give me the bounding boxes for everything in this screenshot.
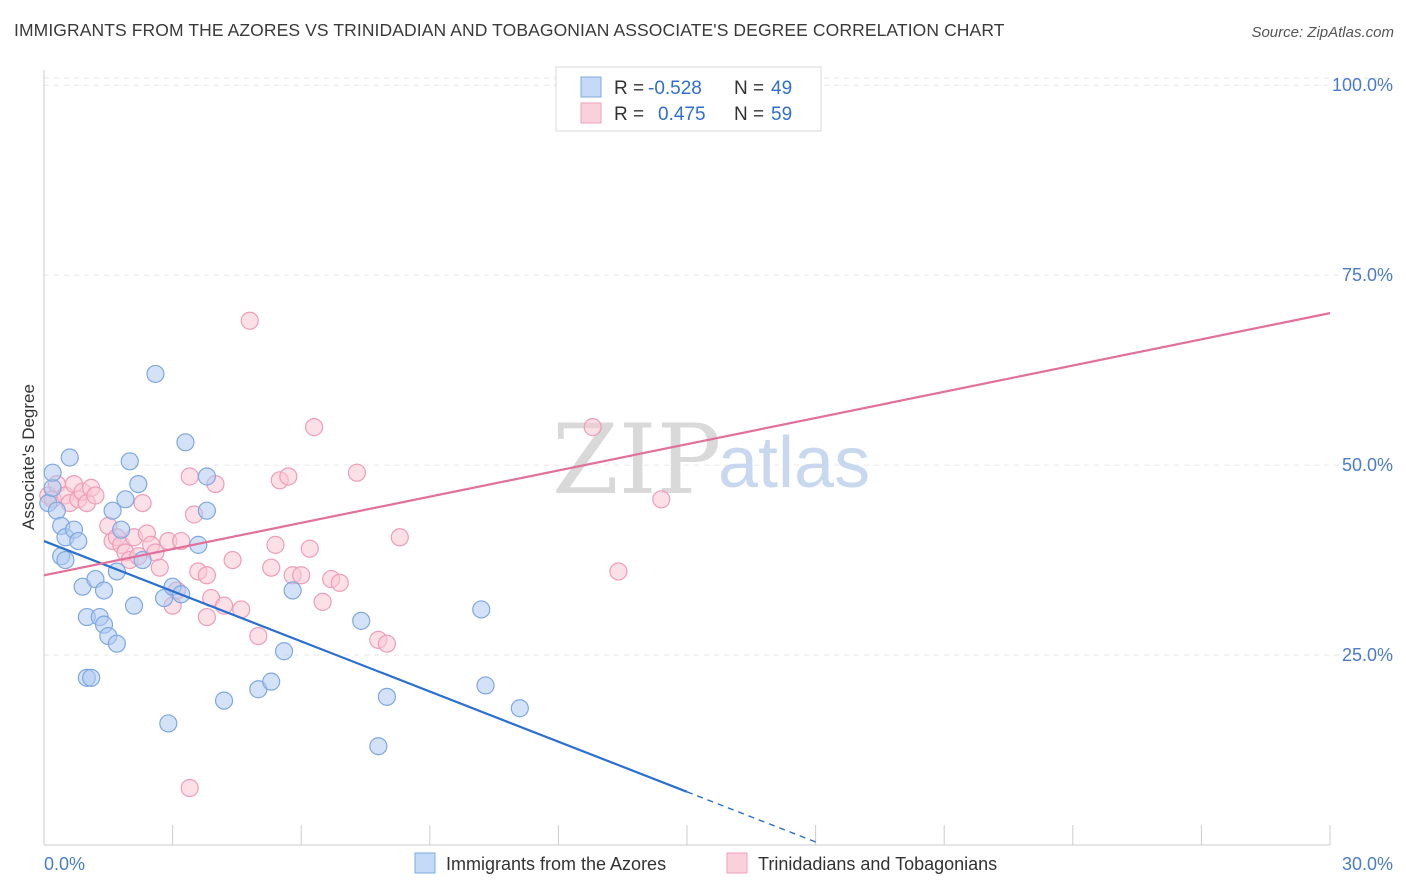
y-axis-label: Associate's Degree	[19, 384, 38, 530]
legend-r-label: R =	[614, 78, 644, 99]
point-trinidadians	[249, 626, 268, 646]
point-trinidadians	[300, 539, 319, 558]
point-trinidadians	[86, 486, 105, 505]
point-azores	[116, 490, 135, 509]
point-azores	[369, 737, 388, 756]
trend-line-azores	[43, 540, 688, 793]
bottom-legend-label-trinidadians: Trinidadians and Tobagonians	[758, 854, 997, 874]
point-azores	[43, 478, 62, 497]
point-trinidadians	[180, 467, 199, 486]
legend-r-label: R =	[614, 104, 644, 125]
point-azores	[377, 687, 397, 706]
y-tick-label: 50.0%	[1342, 455, 1393, 475]
point-azores	[56, 550, 75, 570]
y-tick-labels: 25.0% 50.0% 75.0% 100.0%	[1332, 75, 1393, 665]
bottom-legend-swatch-azores	[414, 852, 436, 874]
point-azores	[112, 520, 131, 539]
trend-line-trinidadians	[43, 312, 1331, 577]
point-azores	[214, 691, 234, 710]
x-axis-ticks	[172, 825, 1331, 845]
point-azores	[107, 634, 126, 653]
legend-box: R = -0.528 N = 49 R = 0.475 N = 59	[555, 66, 822, 132]
point-trinidadians	[197, 607, 216, 627]
y-tick-label: 25.0%	[1342, 645, 1393, 665]
point-trinidadians	[150, 558, 169, 577]
point-trinidadians	[330, 573, 349, 592]
trend-line-azores-extrapolated	[686, 791, 816, 843]
point-trinidadians	[347, 463, 367, 482]
point-azores	[120, 452, 139, 471]
point-azores	[94, 581, 114, 600]
watermark: ZIP atlas	[552, 404, 870, 516]
point-azores	[176, 433, 195, 452]
watermark-zip: ZIP	[552, 404, 721, 516]
gridlines	[44, 77, 1393, 656]
point-azores	[352, 611, 371, 630]
legend-swatch-trinidadians	[580, 102, 602, 124]
bottom-legend-label-azores: Immigrants from the Azores	[446, 854, 666, 874]
point-azores	[69, 531, 88, 551]
point-trinidadians	[180, 778, 199, 798]
point-trinidadians	[266, 535, 285, 554]
point-azores	[124, 596, 144, 615]
point-azores	[60, 448, 79, 467]
point-trinidadians	[583, 418, 602, 437]
watermark-atlas: atlas	[718, 423, 870, 503]
point-azores	[262, 672, 281, 691]
point-azores	[47, 501, 66, 520]
point-trinidadians	[609, 562, 628, 581]
point-trinidadians	[279, 467, 298, 486]
point-trinidadians	[133, 493, 152, 513]
y-tick-label: 75.0%	[1342, 265, 1393, 285]
point-azores	[472, 600, 491, 619]
chart-source: Source: ZipAtlas.com	[1251, 24, 1394, 41]
point-trinidadians	[390, 528, 409, 547]
point-trinidadians	[304, 418, 324, 437]
legend-n-value: 59	[771, 104, 792, 125]
x-tick-label-max: 30.0%	[1342, 854, 1393, 874]
series-trinidadians-points	[39, 311, 671, 798]
legend-r-value: -0.528	[648, 78, 702, 99]
bottom-legend: Immigrants from the Azores Trinidadians …	[414, 852, 997, 874]
point-azores	[274, 642, 294, 661]
legend-n-label: N =	[734, 78, 764, 99]
point-azores	[146, 364, 165, 384]
bottom-legend-swatch-trinidadians	[726, 852, 748, 874]
point-azores	[197, 467, 216, 486]
legend-swatch-azores	[580, 76, 602, 98]
point-trinidadians	[292, 566, 311, 585]
point-azores	[283, 581, 302, 600]
legend-n-value: 49	[771, 78, 792, 99]
point-azores	[476, 676, 495, 695]
point-trinidadians	[262, 558, 281, 577]
point-azores	[103, 501, 122, 520]
point-trinidadians	[377, 634, 397, 653]
point-trinidadians	[223, 550, 242, 570]
point-azores	[510, 699, 529, 718]
point-trinidadians	[313, 592, 332, 611]
y-tick-label: 100.0%	[1332, 75, 1393, 95]
point-trinidadians	[652, 490, 671, 509]
chart-title: IMMIGRANTS FROM THE AZORES VS TRINIDADIA…	[14, 20, 1005, 40]
point-azores	[159, 714, 178, 733]
point-azores	[129, 474, 148, 494]
x-tick-label-min: 0.0%	[44, 854, 85, 874]
point-azores	[197, 501, 216, 520]
point-azores	[82, 668, 101, 687]
point-trinidadians	[240, 311, 259, 330]
legend-n-label: N =	[734, 104, 764, 125]
legend-r-value: 0.475	[658, 104, 706, 125]
point-azores	[43, 463, 62, 482]
point-trinidadians	[197, 566, 216, 585]
trend-lines	[43, 312, 1331, 843]
